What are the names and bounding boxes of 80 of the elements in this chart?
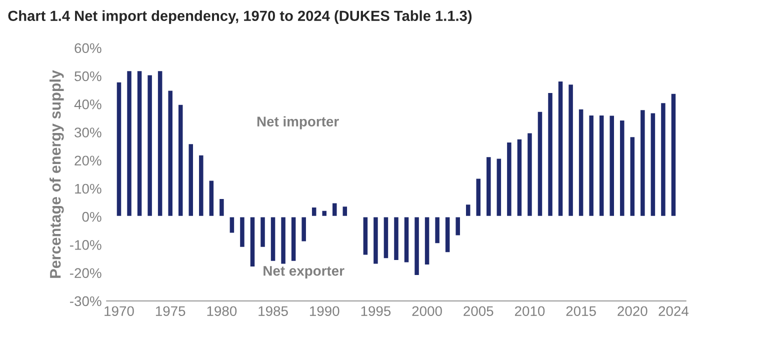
bar — [198, 154, 205, 218]
bar — [126, 70, 133, 218]
x-tick-label: 2020 — [618, 306, 648, 316]
y-tick-label: 10% — [75, 184, 102, 194]
bar — [341, 205, 348, 218]
bar — [156, 70, 164, 218]
bar — [434, 216, 441, 245]
y-axis-title: Percentage of energy supply — [50, 70, 64, 278]
bar — [320, 209, 328, 218]
bar — [208, 179, 215, 218]
y-tick-label: 20% — [74, 156, 102, 166]
bar — [228, 216, 236, 234]
y-tick-label: 40% — [74, 99, 102, 110]
bar — [187, 142, 194, 218]
bar — [546, 92, 554, 218]
x-tick-label: 1970 — [104, 306, 134, 316]
bar — [413, 216, 420, 276]
bar — [392, 216, 400, 262]
bar — [270, 216, 277, 262]
bar — [464, 203, 472, 218]
x-tick-label: 2005 — [464, 306, 494, 316]
y-tick-label: 60% — [74, 43, 102, 54]
bar — [280, 216, 287, 266]
x-tick-label: 2000 — [412, 306, 442, 316]
bar — [526, 132, 534, 218]
bar — [557, 80, 564, 218]
x-tick-label: 1985 — [258, 306, 288, 316]
bar — [444, 216, 452, 254]
x-tick-label: 1990 — [310, 306, 340, 316]
x-tick-label: 1980 — [207, 306, 237, 316]
y-tick-label: -20% — [70, 268, 102, 278]
bar — [402, 216, 410, 264]
bar — [372, 216, 380, 266]
x-tick-label: 2024 — [658, 306, 689, 316]
bar — [618, 119, 626, 218]
x-tick-label: 2015 — [566, 306, 596, 316]
x-tick-label: 2010 — [514, 306, 545, 316]
x-tick-label: 1975 — [156, 306, 186, 316]
bar — [608, 114, 616, 218]
bar — [598, 114, 606, 218]
bar — [115, 80, 123, 218]
bar — [628, 136, 636, 218]
bar — [516, 138, 523, 218]
bar — [310, 206, 318, 218]
y-tick-label: 50% — [74, 71, 102, 82]
annotation: Net importer — [257, 116, 339, 130]
bar — [639, 108, 646, 218]
bar — [331, 202, 338, 218]
bar — [567, 83, 574, 218]
bar — [454, 216, 462, 237]
bar — [166, 89, 174, 218]
bar — [495, 157, 502, 218]
bar — [485, 156, 492, 218]
bar — [136, 70, 144, 218]
bar — [362, 216, 369, 256]
bar — [670, 92, 677, 218]
bar — [474, 177, 482, 218]
bar — [290, 216, 298, 262]
y-tick-label: -30% — [70, 296, 102, 306]
bar — [382, 216, 390, 260]
bar — [536, 110, 544, 218]
bar — [146, 74, 154, 218]
bar — [259, 216, 266, 248]
chart-title: Chart 1.4 Net import dependency, 1970 to 2024 (DUKES Table 1.1.3) — [8, 10, 472, 24]
bar — [578, 108, 585, 218]
bar — [218, 198, 226, 218]
annotation: Net exporter — [264, 266, 344, 279]
y-tick-label: 30% — [74, 128, 102, 138]
bar — [660, 102, 667, 218]
bar — [177, 103, 184, 218]
bar — [248, 216, 256, 268]
bar — [300, 216, 308, 243]
bar — [424, 216, 431, 266]
bar — [506, 141, 513, 218]
bar — [588, 114, 595, 218]
bar — [238, 216, 246, 248]
x-tick-label: 1995 — [361, 306, 391, 316]
y-tick-label: 0% — [82, 212, 102, 222]
y-tick-label: -10% — [70, 240, 102, 250]
bar — [649, 112, 656, 218]
